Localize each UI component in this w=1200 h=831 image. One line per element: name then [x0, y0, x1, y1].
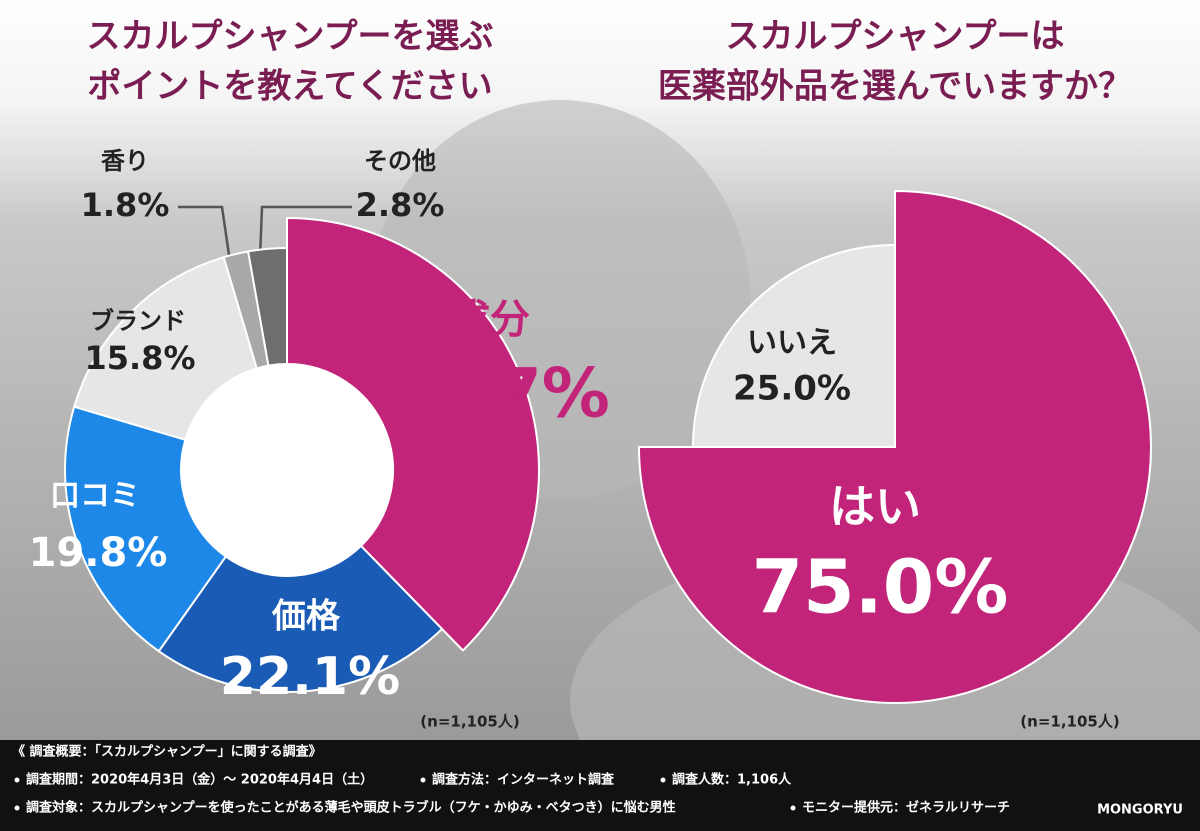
bullet [660, 777, 666, 783]
value-label: 1.8% [81, 186, 170, 224]
footer-heading: 《 調査概要：「スカルプシャンプー」に関する調査》 [12, 744, 322, 760]
sample-note: (n=1,105人) [420, 713, 519, 731]
bullet [14, 805, 20, 811]
chart-title: スカルプシャンプーを選ぶ [87, 17, 494, 57]
bullet [420, 777, 426, 783]
leader-line [178, 205, 232, 263]
footer-item: 調査期間：2020年4月3日（金）～ 2020年4月4日（土） [26, 772, 373, 788]
slice [637, 189, 1152, 704]
category-label: いいえ [747, 326, 837, 361]
value-label: 25.0% [733, 369, 851, 409]
category-label: 価格 [271, 597, 341, 637]
footer-item: モニター提供元：ゼネラルリサーチ [802, 800, 1010, 816]
slice [691, 243, 896, 448]
donut-hole [181, 364, 393, 576]
category-label: その他 [364, 147, 436, 175]
footer-item: 調査人数：1,106人 [672, 772, 792, 788]
category-label: 香り [101, 147, 149, 175]
value-label: 22.1% [220, 647, 400, 707]
logo: MONGORYU [1097, 803, 1183, 818]
value-label: 2.8% [356, 186, 445, 224]
value-label: 19.8% [29, 530, 168, 576]
value-label: 37.7% [374, 355, 610, 434]
category-label: 口コミ [50, 479, 140, 514]
leader-line [258, 205, 352, 259]
footer-item: 調査対象：スカルプシャンプーを使ったことがある薄毛や頭皮トラブル（フケ・かゆみ・… [26, 800, 676, 816]
chart-title: スカルプシャンプーは [726, 17, 1065, 57]
chart-title: ポイントを教えてください [87, 67, 492, 107]
chart-title: 医薬部外品を選んでいますか？ [658, 67, 1132, 107]
bullet [14, 777, 20, 783]
category-label: ブランド [90, 307, 186, 335]
sample-note: (n=1,105人) [1020, 713, 1119, 731]
value-label: 15.8% [84, 339, 195, 377]
category-label: 成分 [450, 297, 530, 343]
value-label: 75.0% [752, 545, 1009, 631]
footer-item: 調査方法：インターネット調査 [432, 772, 615, 788]
bullet [790, 805, 796, 811]
category-label: はい [829, 480, 921, 534]
footer-bar [0, 740, 1200, 831]
